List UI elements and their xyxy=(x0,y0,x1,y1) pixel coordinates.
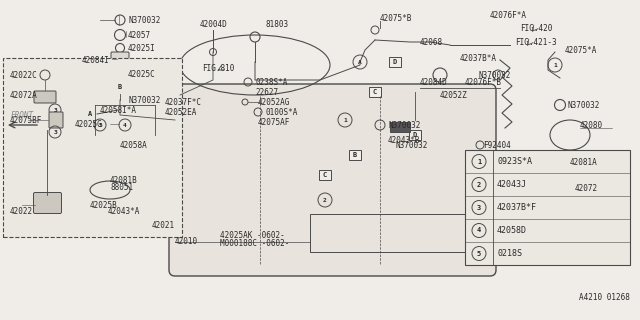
Text: 42022: 42022 xyxy=(10,207,33,217)
Text: N370032: N370032 xyxy=(388,121,420,130)
Text: 0218S: 0218S xyxy=(497,249,522,258)
Text: 22627: 22627 xyxy=(255,87,278,97)
Text: 42037B*F: 42037B*F xyxy=(497,203,537,212)
Bar xyxy=(114,82,126,92)
Text: F92404: F92404 xyxy=(483,140,511,149)
Text: N370032: N370032 xyxy=(395,140,428,149)
Text: C: C xyxy=(373,89,377,95)
Text: 42052Z: 42052Z xyxy=(440,91,468,100)
Text: N370032: N370032 xyxy=(478,70,510,79)
Text: 42057: 42057 xyxy=(128,30,151,39)
Text: A4210 01268: A4210 01268 xyxy=(579,293,630,302)
Text: 42043*B: 42043*B xyxy=(388,135,420,145)
Text: 5: 5 xyxy=(98,123,102,127)
Text: 42043*A: 42043*A xyxy=(108,207,140,217)
Bar xyxy=(84,109,96,119)
Text: 0923S*A: 0923S*A xyxy=(497,157,532,166)
Text: 42075BF: 42075BF xyxy=(10,116,42,124)
Text: 4: 4 xyxy=(123,123,127,127)
Text: FIG.420: FIG.420 xyxy=(520,23,552,33)
FancyBboxPatch shape xyxy=(3,58,182,237)
Text: 5: 5 xyxy=(477,251,481,257)
Text: 42052AG: 42052AG xyxy=(258,98,291,107)
Text: B: B xyxy=(353,152,357,158)
Text: 42075*B: 42075*B xyxy=(380,13,412,22)
Text: A: A xyxy=(358,60,362,65)
Text: 42043J: 42043J xyxy=(497,180,527,189)
Bar xyxy=(349,150,362,160)
Text: D: D xyxy=(393,59,397,65)
Text: 42025AK -0602-: 42025AK -0602- xyxy=(220,230,285,239)
Text: M000188C -0602-: M000188C -0602- xyxy=(220,238,289,247)
Text: N370032: N370032 xyxy=(128,15,161,25)
Text: 2: 2 xyxy=(323,197,327,203)
Bar xyxy=(319,170,332,180)
Text: D: D xyxy=(413,132,417,138)
Text: 42081B: 42081B xyxy=(110,175,138,185)
Text: 4: 4 xyxy=(477,228,481,234)
Text: 42021: 42021 xyxy=(152,220,175,229)
Text: N370032: N370032 xyxy=(128,95,161,105)
Text: 0100S*A: 0100S*A xyxy=(265,108,298,116)
Text: A: A xyxy=(88,111,92,117)
Text: 42058A: 42058A xyxy=(120,140,148,149)
Text: FIG.421-3: FIG.421-3 xyxy=(515,37,557,46)
Text: 42004D: 42004D xyxy=(200,20,228,28)
FancyBboxPatch shape xyxy=(111,52,129,66)
Text: 42010: 42010 xyxy=(175,237,198,246)
Text: 42080: 42080 xyxy=(580,121,603,130)
Text: B: B xyxy=(118,84,122,90)
Text: 81803: 81803 xyxy=(265,20,288,28)
Text: 88051: 88051 xyxy=(110,182,133,191)
Text: 42075*A: 42075*A xyxy=(565,45,597,54)
Bar xyxy=(369,87,381,97)
Text: FRONT: FRONT xyxy=(10,111,33,120)
Text: 1: 1 xyxy=(553,62,557,68)
Text: 2: 2 xyxy=(477,181,481,188)
Text: 1: 1 xyxy=(343,117,347,123)
Text: 42076F*B: 42076F*B xyxy=(465,77,502,86)
Text: 42025B: 42025B xyxy=(90,201,118,210)
Text: 42022C: 42022C xyxy=(10,70,38,79)
FancyBboxPatch shape xyxy=(49,112,63,128)
Text: 0238S*A: 0238S*A xyxy=(255,77,287,86)
Text: 42025C: 42025C xyxy=(128,69,156,78)
Text: 3: 3 xyxy=(53,108,57,113)
FancyBboxPatch shape xyxy=(34,91,56,103)
Text: 42084I: 42084I xyxy=(82,55,109,65)
Text: 1: 1 xyxy=(477,158,481,164)
Text: 42058I*A: 42058I*A xyxy=(100,106,137,115)
Text: 42072A: 42072A xyxy=(10,91,38,100)
Text: 42037B*A: 42037B*A xyxy=(460,53,497,62)
Text: 42084D: 42084D xyxy=(420,77,448,86)
FancyBboxPatch shape xyxy=(33,193,61,213)
Bar xyxy=(409,130,421,140)
Bar xyxy=(465,150,630,265)
Text: 42037F*C: 42037F*C xyxy=(165,98,202,107)
Text: 3: 3 xyxy=(53,130,57,134)
Text: C: C xyxy=(323,172,327,178)
Text: 42072: 42072 xyxy=(575,183,598,193)
Text: 42025G: 42025G xyxy=(75,119,103,129)
Text: 42068: 42068 xyxy=(420,37,443,46)
Text: N370032: N370032 xyxy=(568,100,600,109)
Text: 42052EA: 42052EA xyxy=(165,108,197,116)
Text: 42058D: 42058D xyxy=(497,226,527,235)
Text: 42075AF: 42075AF xyxy=(258,117,291,126)
Bar xyxy=(310,214,465,252)
Bar xyxy=(388,57,401,67)
Text: 3: 3 xyxy=(477,204,481,211)
FancyBboxPatch shape xyxy=(169,84,496,276)
Text: 42025I: 42025I xyxy=(128,44,156,52)
Text: FIG.810: FIG.810 xyxy=(202,63,234,73)
Text: 42076F*A: 42076F*A xyxy=(490,11,527,20)
Text: 42081A: 42081A xyxy=(570,157,598,166)
Bar xyxy=(390,122,410,132)
